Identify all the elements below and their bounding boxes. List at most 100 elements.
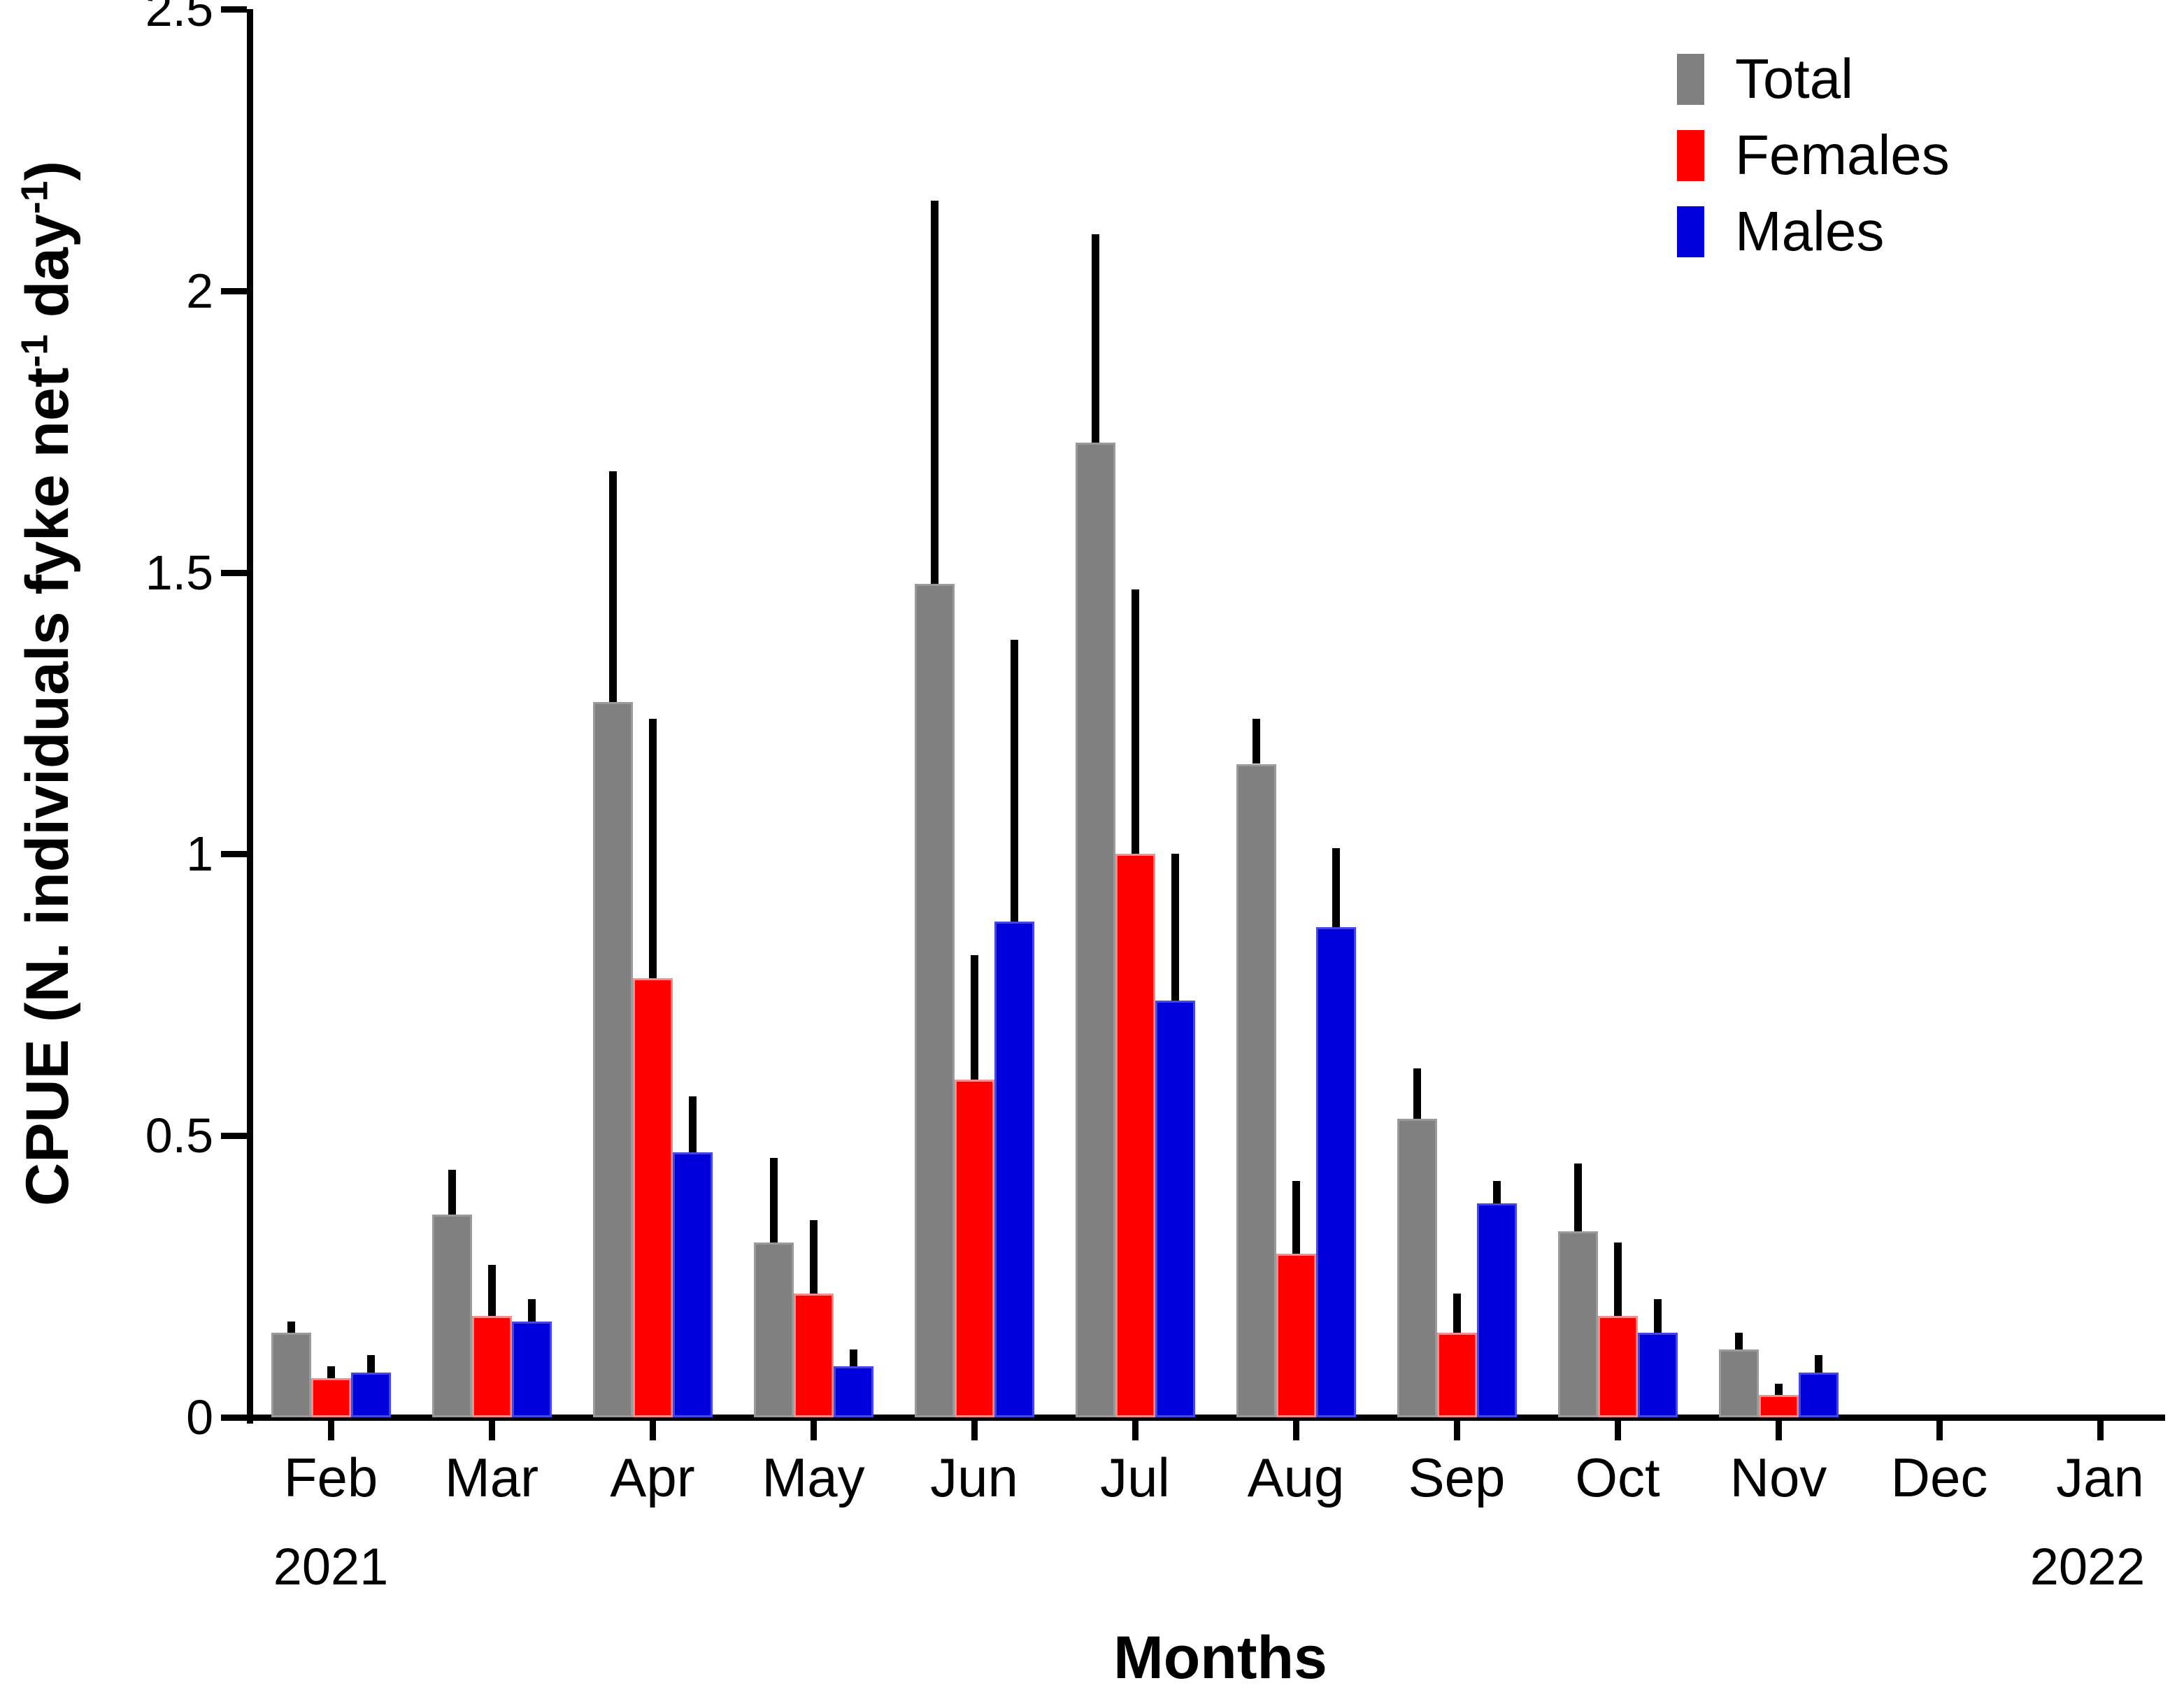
y-tick-1	[221, 851, 247, 858]
errorbar-females-oct	[1613, 1243, 1622, 1316]
bar-males-oct	[1637, 1333, 1678, 1417]
x-axis-title: Months	[1113, 1624, 1327, 1691]
errorbar-males-feb	[366, 1355, 375, 1373]
bar-females-mar	[471, 1315, 512, 1417]
errorbar-females-sep	[1453, 1293, 1461, 1333]
bar-total-jul	[1075, 443, 1115, 1417]
errorbar-males-apr	[688, 1096, 697, 1153]
y-tick-label-1.5: 1.5	[145, 545, 213, 600]
y-tick-2.5	[221, 6, 247, 13]
x-tick-label-feb: Feb	[283, 1447, 378, 1508]
x-tick-oct	[1615, 1421, 1621, 1440]
bar-males-sep	[1476, 1203, 1517, 1417]
bar-males-may	[833, 1366, 873, 1417]
bar-males-mar	[511, 1322, 552, 1417]
errorbar-females-nov	[1774, 1383, 1783, 1395]
x-tick-nov	[1776, 1421, 1782, 1440]
x-tick-label-dec: Dec	[1890, 1447, 1988, 1508]
legend-label-total: Total	[1735, 48, 1853, 110]
x-tick-label-jul: Jul	[1100, 1447, 1170, 1508]
x-tick-apr	[650, 1421, 656, 1440]
y-tick-0.5	[221, 1133, 247, 1140]
bar-males-jun	[994, 922, 1034, 1417]
x-tick-jun	[971, 1421, 978, 1440]
bar-females-oct	[1597, 1315, 1638, 1417]
x-tick-jul	[1132, 1421, 1139, 1440]
errorbar-total-may	[769, 1158, 778, 1243]
x-tick-label-may: May	[762, 1447, 865, 1508]
x-tick-label-nov: Nov	[1729, 1447, 1827, 1508]
errorbar-total-nov	[1734, 1333, 1743, 1350]
errorbar-males-oct	[1653, 1298, 1662, 1333]
bar-females-apr	[632, 978, 673, 1417]
bar-males-apr	[672, 1152, 713, 1417]
bar-males-jul	[1155, 1000, 1195, 1417]
errorbar-total-feb	[287, 1322, 295, 1333]
errorbar-females-apr	[648, 719, 657, 978]
y-tick-1.5	[221, 569, 247, 576]
x-tick-sep	[1454, 1421, 1460, 1440]
legend-swatch-females	[1677, 129, 1704, 181]
bar-total-may	[753, 1243, 794, 1417]
y-axis-title: CPUE (N. individuals fyke net-1 day-1)	[13, 161, 83, 1206]
y-tick-label-2: 2	[186, 263, 213, 318]
y-axis-line	[247, 9, 253, 1424]
y-tick-label-0: 0	[186, 1390, 213, 1445]
bar-males-nov	[1798, 1372, 1839, 1417]
errorbar-total-jun	[930, 200, 938, 584]
errorbar-males-may	[849, 1349, 857, 1367]
x-tick-mar	[489, 1421, 495, 1440]
errorbar-females-mar	[487, 1265, 496, 1316]
errorbar-total-oct	[1573, 1163, 1582, 1232]
x-tick-label-sep: Sep	[1408, 1447, 1506, 1508]
legend-label-males: Males	[1735, 200, 1885, 262]
bar-males-aug	[1315, 927, 1356, 1417]
y-tick-label-0.5: 0.5	[145, 1108, 213, 1163]
x-tick-aug	[1293, 1421, 1299, 1440]
x-tick-may	[811, 1421, 817, 1440]
legend-entry-total: Total	[1677, 48, 1853, 110]
errorbar-total-sep	[1413, 1068, 1421, 1119]
errorbar-males-jul	[1171, 854, 1179, 1001]
bar-total-oct	[1557, 1231, 1598, 1417]
bar-total-sep	[1397, 1119, 1437, 1417]
errorbar-females-feb	[327, 1366, 335, 1378]
bar-females-jul	[1115, 854, 1155, 1417]
errorbar-females-may	[809, 1220, 818, 1294]
errorbar-total-apr	[608, 471, 617, 702]
legend-entry-males: Males	[1677, 200, 1884, 263]
x-tick-dec	[1936, 1421, 1943, 1440]
x-tick-label-aug: Aug	[1247, 1447, 1345, 1508]
x-tick-label-oct: Oct	[1575, 1447, 1660, 1508]
bar-males-feb	[350, 1372, 391, 1417]
bar-total-jun	[914, 583, 955, 1417]
errorbar-males-nov	[1814, 1355, 1822, 1373]
bar-total-feb	[271, 1333, 311, 1417]
errorbar-males-jun	[1010, 640, 1018, 922]
y-axis-title-sup1: -1	[14, 334, 56, 368]
x-year-label-2022: 2022	[2029, 1538, 2146, 1596]
bar-females-jun	[954, 1079, 994, 1417]
x-year-label-2021: 2021	[273, 1538, 389, 1596]
errorbar-total-mar	[448, 1169, 456, 1215]
errorbar-males-sep	[1492, 1180, 1501, 1203]
legend-entry-females: Females	[1677, 124, 1950, 187]
errorbar-males-aug	[1332, 848, 1340, 928]
bar-total-nov	[1718, 1349, 1759, 1417]
errorbar-females-jul	[1131, 589, 1139, 854]
y-tick-2	[221, 287, 247, 294]
bar-females-nov	[1758, 1394, 1799, 1417]
x-tick-label-jun: Jun	[930, 1447, 1018, 1508]
errorbar-males-mar	[527, 1298, 536, 1322]
errorbar-females-aug	[1292, 1180, 1300, 1254]
bar-total-aug	[1236, 764, 1276, 1417]
y-tick-label-2.5: 2.5	[145, 0, 213, 36]
bar-females-feb	[311, 1377, 351, 1417]
bar-females-aug	[1276, 1254, 1316, 1417]
y-tick-0	[221, 1415, 247, 1421]
bar-total-apr	[592, 701, 633, 1417]
x-tick-feb	[328, 1421, 334, 1440]
legend-swatch-total	[1677, 53, 1704, 105]
bar-females-sep	[1436, 1333, 1477, 1417]
